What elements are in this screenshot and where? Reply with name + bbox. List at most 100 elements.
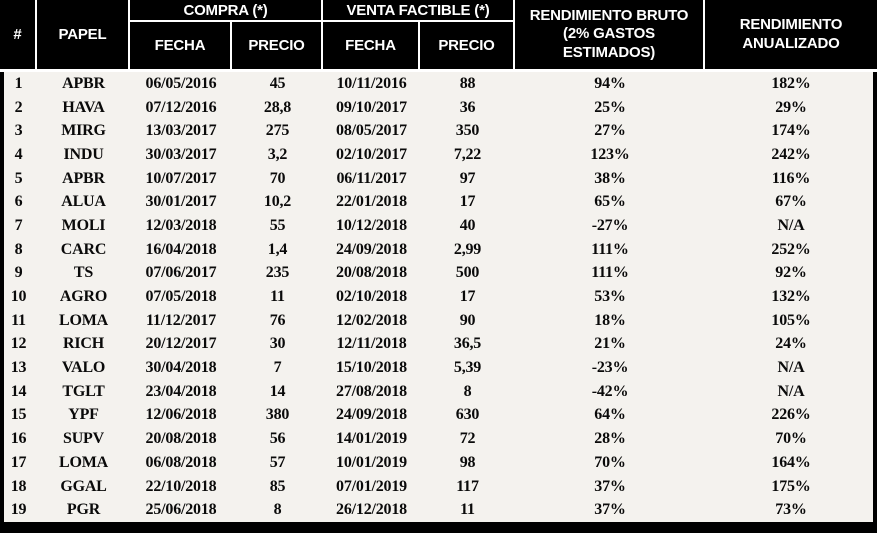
table-cell: LOMA — [59, 453, 108, 471]
table-cell: 7 — [14, 216, 23, 234]
table-cell: 10,2 — [263, 193, 292, 211]
rend-anual-line2: ANUALIZADO — [742, 34, 840, 52]
table-cell: 2 — [14, 98, 23, 116]
col-header-compra-precio: PRECIO — [248, 37, 305, 54]
col-header-rendimiento-anualizado: RENDIMIENTO ANUALIZADO — [705, 0, 877, 69]
table-cell: 12 — [10, 335, 27, 353]
col-header-papel: PAPEL — [37, 0, 130, 69]
table-cell: 22/01/2018 — [336, 193, 407, 211]
table-row: 7 MOLI 12/03/2018 55 10/12/2018 40 -27% N/A — [0, 214, 877, 238]
table-row: 9 TS 07/06/2017 235 20/08/2018 500 111% 92% — [0, 262, 877, 286]
table-cell: 1,4 — [267, 240, 288, 258]
table-cell: 73% — [775, 501, 807, 519]
table-cell: PGR — [66, 501, 101, 519]
table-cell: TS — [73, 264, 94, 282]
table-cell: 40 — [459, 216, 476, 234]
table-cell: 235 — [265, 264, 290, 282]
table-cell: 20/08/2018 — [145, 430, 217, 448]
table-row: 10 AGRO 07/05/2018 11 02/10/2018 17 53% 132% — [0, 285, 877, 309]
table-cell: 12/06/2018 — [145, 406, 217, 424]
table-cell: 174% — [771, 122, 811, 140]
table-border-right — [873, 72, 877, 533]
table-cell: 182% — [771, 74, 811, 92]
table-cell: 7 — [273, 359, 282, 377]
table-row: 5 APBR 10/07/2017 70 06/11/2017 97 38% 116% — [0, 167, 877, 191]
table-cell: 97 — [459, 169, 476, 187]
table-cell: 64% — [594, 406, 626, 424]
table-cell: 38% — [594, 169, 626, 187]
table-cell: 11 — [460, 501, 475, 519]
table-cell: 20/12/2017 — [145, 335, 217, 353]
table-body: 1 APBR 06/05/2016 45 10/11/2016 88 94% 182% 2 HAV… — [0, 72, 877, 533]
table-cell: 10 — [10, 288, 27, 306]
table-cell: 22/10/2018 — [145, 477, 217, 495]
table-cell: 57 — [269, 453, 286, 471]
table-cell: 07/06/2017 — [145, 264, 217, 282]
table-cell: 9 — [14, 264, 23, 282]
table-cell: N/A — [777, 359, 805, 377]
col-group-compra-subheaders: FECHA PRECIO — [130, 22, 321, 69]
table-cell: 26/12/2018 — [336, 501, 407, 519]
col-header-rendimiento-bruto: RENDIMIENTO BRUTO (2% GASTOS ESTIMADOS) — [515, 0, 705, 69]
table-cell: 14 — [269, 382, 286, 400]
table-cell: 17 — [459, 288, 476, 306]
table-border-left — [0, 72, 4, 533]
table-cell: 24/09/2018 — [336, 406, 407, 424]
rend-anual-line1: RENDIMIENTO — [739, 16, 843, 34]
table-cell: 2,99 — [453, 240, 482, 258]
table-cell: 92% — [775, 264, 807, 282]
table-cell: 132% — [771, 288, 811, 306]
table-cell: RICH — [63, 335, 104, 353]
rend-bruto-line2: (2% GASTOS — [563, 25, 655, 43]
table-cell: N/A — [777, 382, 805, 400]
table-cell: SUPV — [63, 430, 104, 448]
table-cell: 13 — [10, 359, 27, 377]
table-row: 8 CARC 16/04/2018 1,4 24/09/2018 2,99 111% 252% — [0, 238, 877, 262]
table-cell: 06/11/2017 — [336, 169, 407, 187]
table-border-bottom — [0, 522, 877, 533]
col-header-compra-fecha: FECHA — [130, 22, 232, 69]
table-cell: 25/06/2018 — [145, 501, 217, 519]
table-cell: 16 — [10, 430, 27, 448]
table-cell: 6 — [14, 193, 23, 211]
table-cell: 252% — [771, 240, 811, 258]
table-cell: 17 — [10, 453, 27, 471]
col-group-venta-subheaders: FECHA PRECIO — [323, 22, 513, 69]
table-cell: 06/08/2018 — [145, 453, 217, 471]
table-row: 14 TGLT 23/04/2018 14 27/08/2018 8 -42% N/A — [0, 380, 877, 404]
table-cell: 23/04/2018 — [145, 382, 217, 400]
table-cell: 24% — [775, 335, 807, 353]
table-cell: 10/07/2017 — [145, 169, 217, 187]
table-row: 18 GGAL 22/10/2018 85 07/01/2019 117 37% 175% — [0, 475, 877, 499]
table-cell: 06/05/2016 — [145, 74, 217, 92]
table-cell: 90 — [459, 311, 476, 329]
col-header-papel-label: PAPEL — [58, 26, 107, 43]
table-cell: 30/04/2018 — [145, 359, 217, 377]
table-row: 1 APBR 06/05/2016 45 10/11/2016 88 94% 182% — [0, 72, 877, 96]
table-cell: 3,2 — [267, 145, 288, 163]
table-cell: 226% — [771, 406, 811, 424]
table-cell: YPF — [68, 406, 99, 424]
table-row: 12 RICH 20/12/2017 30 12/11/2018 36,5 21% 24% — [0, 333, 877, 357]
table-cell: LOMA — [59, 311, 108, 329]
table-cell: 14/01/2019 — [336, 430, 407, 448]
table-body-rows: 1 APBR 06/05/2016 45 10/11/2016 88 94% 182% 2 HAV… — [0, 72, 877, 522]
rend-bruto-line3: ESTIMADOS) — [562, 43, 656, 61]
table-row: 15 YPF 12/06/2018 380 24/09/2018 630 64% 226% — [0, 404, 877, 428]
rend-bruto-line1: RENDIMIENTO BRUTO — [529, 7, 689, 25]
table-cell: 67% — [775, 193, 807, 211]
table-cell: 02/10/2017 — [336, 145, 407, 163]
table-cell: 4 — [14, 145, 23, 163]
table-cell: CARC — [60, 240, 107, 258]
col-header-num: # — [0, 0, 37, 69]
table-cell: 55 — [269, 216, 286, 234]
table-cell: 27/08/2018 — [336, 382, 407, 400]
table-row: 16 SUPV 20/08/2018 56 14/01/2019 72 28% 70% — [0, 427, 877, 451]
table-cell: 15 — [10, 406, 27, 424]
table-row: 6 ALUA 30/01/2017 10,2 22/01/2018 17 65% 67% — [0, 190, 877, 214]
table-cell: 5 — [14, 169, 23, 187]
table-cell: 56 — [269, 430, 286, 448]
table-cell: 630 — [455, 406, 480, 424]
table-cell: 12/03/2018 — [145, 216, 217, 234]
table-row: 11 LOMA 11/12/2017 76 12/02/2018 90 18% 105% — [0, 309, 877, 333]
